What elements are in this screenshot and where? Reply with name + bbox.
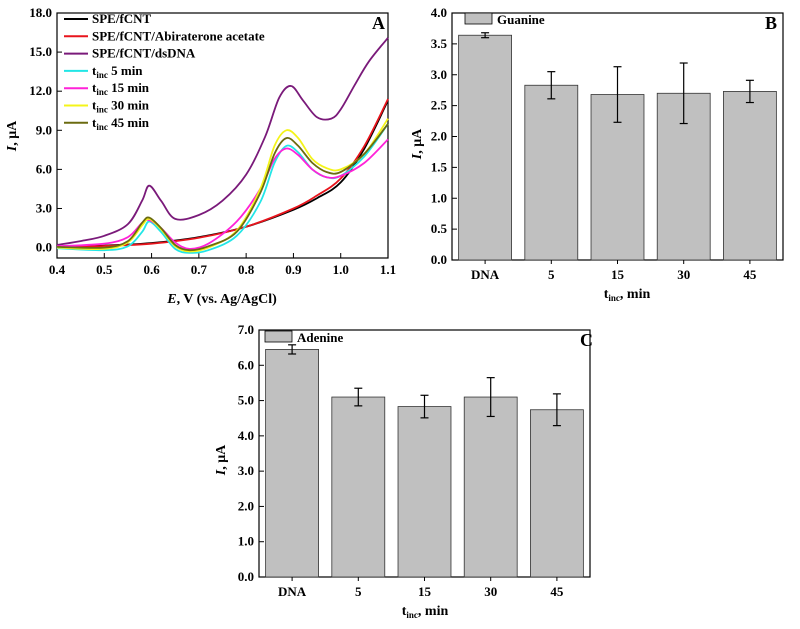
- panel-a-x-tick-label: 0.5: [96, 262, 113, 277]
- panel-a-series-lines: [56, 37, 389, 254]
- panel-a-y-tick-label: 0.0: [36, 240, 52, 255]
- panel-a-legend-label-2: SPE/fCNT/dsDNA: [92, 46, 196, 61]
- panel-b-y-tick-label: 0.0: [431, 252, 447, 267]
- panel-a-legend-label-6: tinc 45 min: [92, 115, 150, 132]
- panel-b-y-tick-label: 3.5: [431, 36, 448, 51]
- panel-c-bar-3: [463, 396, 518, 578]
- panel-b-bar-chart: 0.0 0.5 1.0 1.5 2.0 2.5 3.0 3.5 4.0 DNA 5 15 30 45 G…: [410, 5, 784, 303]
- panel-b-y-tick-label: 2.5: [431, 98, 448, 113]
- panel-a-y-ticks: 0.0 3.0 6.0 9.0 12.0 15.0 18.0: [29, 5, 62, 255]
- panel-a-legend: SPE/fCNT SPE/fCNT/Abiraterone acetate SPE/…: [64, 11, 265, 132]
- panel-c-bar-0: [265, 349, 319, 578]
- panel-c-x-ticks: DNA 5 15 30 45: [278, 577, 564, 599]
- panel-b-bar-0: [458, 34, 512, 261]
- panel-a-y-tick-label: 6.0: [36, 161, 52, 176]
- panel-b-x-tick-label: 45: [743, 267, 757, 282]
- panel-b-x-axis-label: tinc, min: [604, 287, 651, 303]
- panel-c-y-tick-label: 7.0: [238, 322, 254, 337]
- panel-a-x-ticks: 0.4 0.5 0.6 0.7 0.8 0.9 1.0 1.1: [49, 253, 396, 277]
- panel-c-y-tick-label: 1.0: [238, 534, 254, 549]
- panel-b-x-tick-label: 15: [611, 267, 625, 282]
- panel-a-x-tick-label: 0.8: [238, 262, 255, 277]
- panel-b-y-tick-label: 0.5: [431, 221, 448, 236]
- panel-a-x-tick-label: 1.1: [380, 262, 396, 277]
- panel-a-y-tick-label: 12.0: [29, 83, 52, 98]
- panel-a-x-tick-label: 0.4: [49, 262, 66, 277]
- panel-a-series-line-6: [56, 123, 389, 252]
- panel-a-legend-label-4: tinc 15 min: [92, 80, 150, 97]
- panel-a-legend-label-3: tinc 5 min: [92, 63, 143, 80]
- panel-a-y-axis-label: I, μA: [5, 120, 20, 152]
- panel-c-letter: C: [580, 330, 593, 350]
- panel-b-x-ticks: DNA 5 15 30 45: [471, 260, 757, 282]
- panel-c-bars: [265, 344, 584, 578]
- panel-a-x-tick-label: 1.0: [333, 262, 349, 277]
- panel-c-y-tick-label: 2.0: [238, 498, 254, 513]
- panel-b-y-tick-label: 4.0: [431, 5, 447, 20]
- panel-c-y-ticks: 0.0 1.0 2.0 3.0 4.0 5.0 6.0 7.0: [238, 322, 264, 584]
- panel-b-x-tick-label: 5: [548, 267, 555, 282]
- panel-c-y-tick-label: 0.0: [238, 569, 254, 584]
- panel-b-bars: [458, 32, 777, 261]
- panel-a-plot-frame: [56, 12, 389, 259]
- panel-a-x-axis-label: E, V (vs. Ag/AgCl): [166, 292, 277, 307]
- panel-a-x-tick-label: 0.7: [191, 262, 208, 277]
- panel-b-y-tick-label: 1.5: [431, 159, 448, 174]
- panel-c-x-tick-label: 45: [550, 584, 564, 599]
- panel-a-series-line-2: [56, 37, 389, 246]
- panel-c-bar-chart: 0.0 1.0 2.0 3.0 4.0 5.0 6.0 7.0 DNA 5 15 30 45 Aden…: [214, 322, 593, 620]
- panel-b-bar-4: [723, 91, 777, 261]
- panel-c-bar-1: [331, 396, 386, 578]
- panel-b-y-ticks: 0.0 0.5 1.0 1.5 2.0 2.5 3.0 3.5 4.0: [431, 5, 457, 267]
- panel-c-x-tick-label: 5: [355, 584, 362, 599]
- panel-a-y-tick-label: 18.0: [29, 5, 52, 20]
- panel-b-x-tick-label: DNA: [471, 267, 500, 282]
- panel-c-x-tick-label: 30: [484, 584, 497, 599]
- panel-a-y-tick-label: 3.0: [36, 200, 52, 215]
- panel-a-legend-label-5: tinc 30 min: [92, 98, 150, 115]
- panel-b-bar-1: [524, 84, 579, 261]
- panel-a-x-tick-label: 0.6: [143, 262, 160, 277]
- panel-c-bar-4: [530, 409, 584, 578]
- panel-b-y-tick-label: 2.0: [431, 129, 447, 144]
- panel-b-y-tick-label: 1.0: [431, 190, 447, 205]
- panel-a-line-chart: 0.4 0.5 0.6 0.7 0.8 0.9 1.0 1.1 0.0 3.0 6.0 9.0 12.…: [5, 5, 396, 307]
- panel-c-legend-swatch: [264, 330, 293, 343]
- panel-b-x-tick-label: 30: [677, 267, 690, 282]
- panel-c-y-tick-label: 3.0: [238, 463, 254, 478]
- panel-c-y-tick-label: 4.0: [238, 428, 254, 443]
- panel-b-y-axis-label: I, μA: [410, 128, 425, 160]
- panel-a-legend-label-1: SPE/fCNT/Abiraterone acetate: [92, 28, 265, 43]
- panel-b-legend-swatch: [464, 12, 493, 25]
- panel-c-x-tick-label: 15: [418, 584, 432, 599]
- panel-a-y-tick-label: 9.0: [36, 122, 52, 137]
- panel-c-y-axis-label: I, μA: [214, 444, 229, 476]
- panel-b-legend-label: Guanine: [497, 12, 545, 27]
- panel-a-legend-label-0: SPE/fCNT: [92, 11, 152, 26]
- panel-c-y-tick-label: 6.0: [238, 357, 254, 372]
- panel-c-legend-label: Adenine: [297, 330, 343, 345]
- panel-c-bar-2: [397, 406, 452, 578]
- panel-a-letter: A: [372, 13, 385, 33]
- panel-b-letter: B: [765, 13, 777, 33]
- panel-a-y-tick-label: 15.0: [29, 44, 52, 59]
- panel-c-y-tick-label: 5.0: [238, 393, 254, 408]
- panel-c-x-tick-label: DNA: [278, 584, 307, 599]
- panel-a-x-tick-label: 0.9: [285, 262, 302, 277]
- panel-b-y-tick-label: 3.0: [431, 67, 447, 82]
- panel-c-x-axis-label: tinc, min: [402, 604, 449, 620]
